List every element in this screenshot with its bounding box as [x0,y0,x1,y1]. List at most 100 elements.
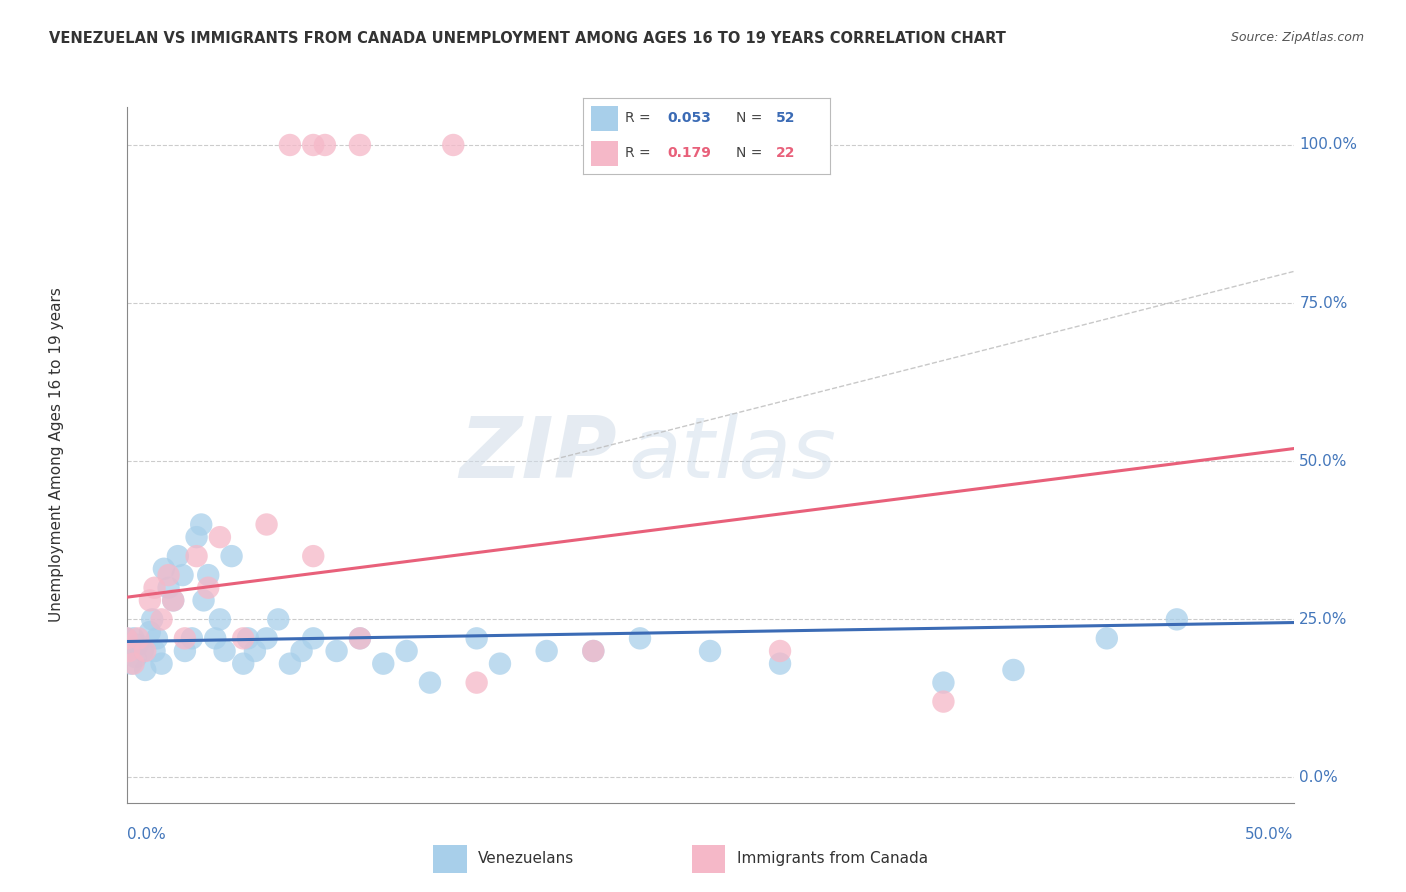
Bar [433,845,467,872]
Point [162,593,184,607]
Point [349,138,371,153]
Point [122,632,145,646]
Point [134,644,156,658]
Text: R =: R = [626,146,655,161]
Point [146,632,169,646]
Point [141,612,163,626]
Point [208,530,231,544]
Text: 0.053: 0.053 [668,111,711,125]
Point [139,625,162,640]
Point [115,632,138,646]
Point [127,638,149,652]
Point [193,593,215,607]
Point [302,549,325,563]
Point [186,530,208,544]
Text: Source: ZipAtlas.com: Source: ZipAtlas.com [1230,31,1364,45]
Point [314,138,336,153]
Point [174,632,197,646]
Text: R =: R = [626,111,655,125]
Point [465,632,488,646]
Point [118,644,141,658]
Text: 0.179: 0.179 [668,146,711,161]
Point [278,138,301,153]
Point [190,517,212,532]
Bar [591,141,619,166]
Point [197,568,219,582]
Point [278,657,301,671]
Point [143,581,166,595]
Point [232,632,254,646]
Text: Venezuelans: Venezuelans [478,851,574,866]
Point [197,581,219,595]
Point [204,632,226,646]
Text: 0.0%: 0.0% [1299,770,1339,785]
Point [489,657,512,671]
Point [267,612,290,626]
Point [582,644,605,658]
Point [1002,663,1025,677]
Text: N =: N = [737,146,766,161]
Text: 100.0%: 100.0% [1299,137,1357,153]
Point [134,663,156,677]
Text: 75.0%: 75.0% [1299,295,1348,310]
Text: 50.0%: 50.0% [1299,454,1348,468]
Point [162,593,184,607]
Bar [591,106,619,131]
Point [395,644,418,658]
Point [628,632,651,646]
Point [232,657,254,671]
Text: atlas: atlas [628,413,837,497]
Point [243,644,266,658]
Point [536,644,558,658]
Point [932,675,955,690]
Point [150,612,173,626]
Point [221,549,243,563]
Point [419,675,441,690]
Point [122,657,145,671]
Point [157,581,180,595]
Point [115,632,138,646]
Point [290,644,312,658]
Point [208,612,231,626]
Text: 52: 52 [776,111,794,125]
Point [349,632,371,646]
Point [769,644,792,658]
Point [214,644,236,658]
Point [115,644,138,658]
Point [373,657,395,671]
Point [132,644,155,658]
Point [174,644,197,658]
Point [125,650,148,665]
Point [256,632,278,646]
Text: VENEZUELAN VS IMMIGRANTS FROM CANADA UNEMPLOYMENT AMONG AGES 16 TO 19 YEARS CORR: VENEZUELAN VS IMMIGRANTS FROM CANADA UNE… [49,31,1007,46]
Point [127,632,149,646]
Point [172,568,194,582]
Point [139,593,162,607]
Text: 50.0%: 50.0% [1246,827,1294,842]
Text: ZIP: ZIP [458,413,617,497]
Point [699,644,721,658]
Text: N =: N = [737,111,766,125]
Text: Unemployment Among Ages 16 to 19 years: Unemployment Among Ages 16 to 19 years [49,287,65,623]
Point [302,138,325,153]
Text: 25.0%: 25.0% [1299,612,1348,627]
Point [769,657,792,671]
Point [465,675,488,690]
Point [325,644,347,658]
Point [441,138,464,153]
Point [150,657,173,671]
Point [153,562,176,576]
Point [582,644,605,658]
Point [256,517,278,532]
Point [236,632,259,646]
Point [1095,632,1118,646]
Point [157,568,180,582]
Point [349,632,371,646]
Point [302,632,325,646]
Point [120,657,142,671]
Point [143,644,166,658]
Point [167,549,190,563]
Text: 0.0%: 0.0% [127,827,166,842]
Point [180,632,202,646]
Point [1166,612,1188,626]
